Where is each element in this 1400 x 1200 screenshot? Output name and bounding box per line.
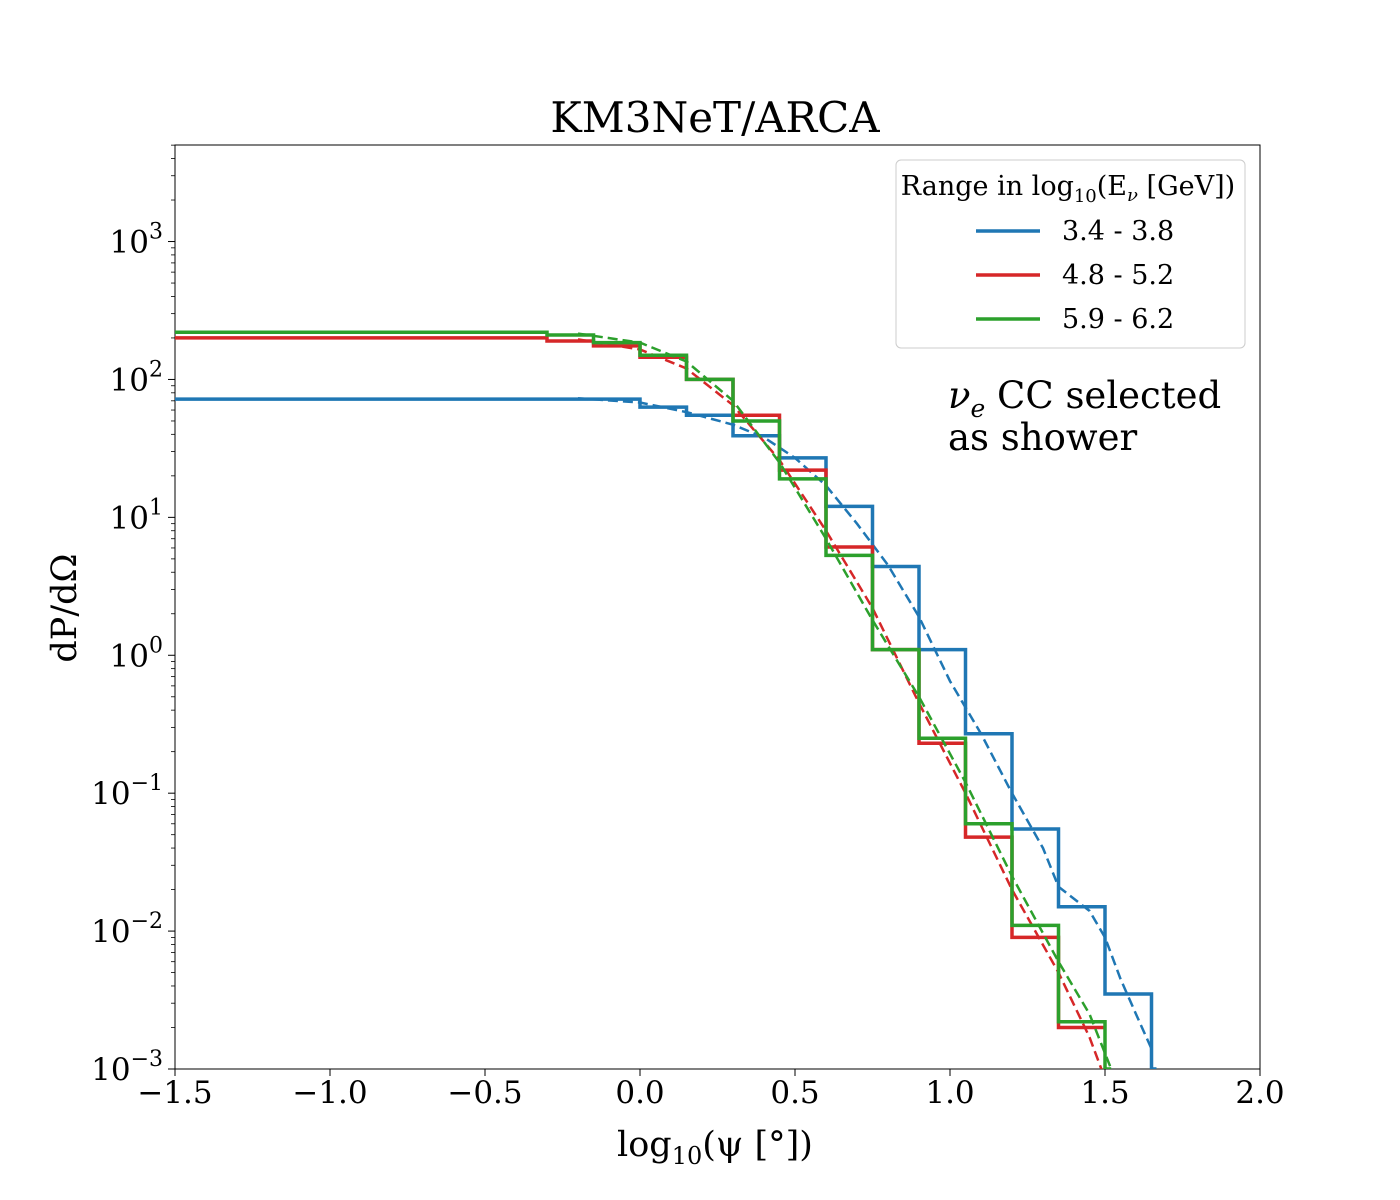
y-axis-label: dP/dΩ bbox=[45, 553, 85, 662]
x-tick-label: 1.5 bbox=[1080, 1075, 1129, 1111]
y-axis: 10−3 10−2 10−1 100 101 102 103 bbox=[91, 144, 175, 1088]
legend-box bbox=[895, 159, 1246, 349]
x-tick-label: −1.0 bbox=[292, 1075, 367, 1111]
legend-title: Range in log10(Eν [GeV]) bbox=[901, 171, 1235, 207]
x-axis: −1.5 −1.0 −0.5 0.0 0.5 1.0 1.5 2.0 bbox=[137, 1069, 1285, 1111]
series-step-3 bbox=[175, 330, 1112, 1069]
x-tick-label: 1.0 bbox=[925, 1075, 974, 1111]
x-tick-label: 0.5 bbox=[770, 1075, 819, 1111]
chart-title: KM3NeT/ARCA bbox=[550, 93, 880, 142]
y-tick-label: 10−1 bbox=[91, 771, 163, 812]
y-tick-label: 101 bbox=[110, 495, 163, 536]
series-fit-1 bbox=[577, 397, 1153, 1050]
x-tick-label: 0.0 bbox=[615, 1075, 664, 1111]
legend-label: 4.8 - 5.2 bbox=[1062, 260, 1174, 291]
plot-frame bbox=[174, 144, 1261, 1070]
y-tick-label: 103 bbox=[110, 220, 163, 261]
x-axis-label: log10(ψ [°]) bbox=[617, 1125, 813, 1170]
y-tick-label: 100 bbox=[110, 633, 163, 674]
x-tick-label: −0.5 bbox=[447, 1075, 522, 1111]
series-step-1 bbox=[175, 397, 1157, 1069]
y-tick-label: 10−2 bbox=[91, 909, 163, 950]
series-step-2 bbox=[175, 336, 1105, 1030]
x-tick-label: −1.5 bbox=[137, 1075, 212, 1111]
y-tick-label: 10−3 bbox=[91, 1047, 163, 1088]
series-fit-3 bbox=[577, 332, 1113, 1069]
annotation-line1: νe CC selected bbox=[948, 374, 1221, 423]
legend: Range in log10(Eν [GeV]) 3.4 - 3.8 4.8 - … bbox=[895, 159, 1246, 349]
series-layer bbox=[175, 330, 1157, 1069]
legend-label: 3.4 - 3.8 bbox=[1062, 216, 1174, 247]
annotation-line2: as shower bbox=[948, 416, 1137, 459]
legend-label: 5.9 - 6.2 bbox=[1062, 304, 1174, 335]
x-tick-label: 2.0 bbox=[1235, 1075, 1284, 1111]
y-tick-label: 102 bbox=[110, 357, 163, 398]
